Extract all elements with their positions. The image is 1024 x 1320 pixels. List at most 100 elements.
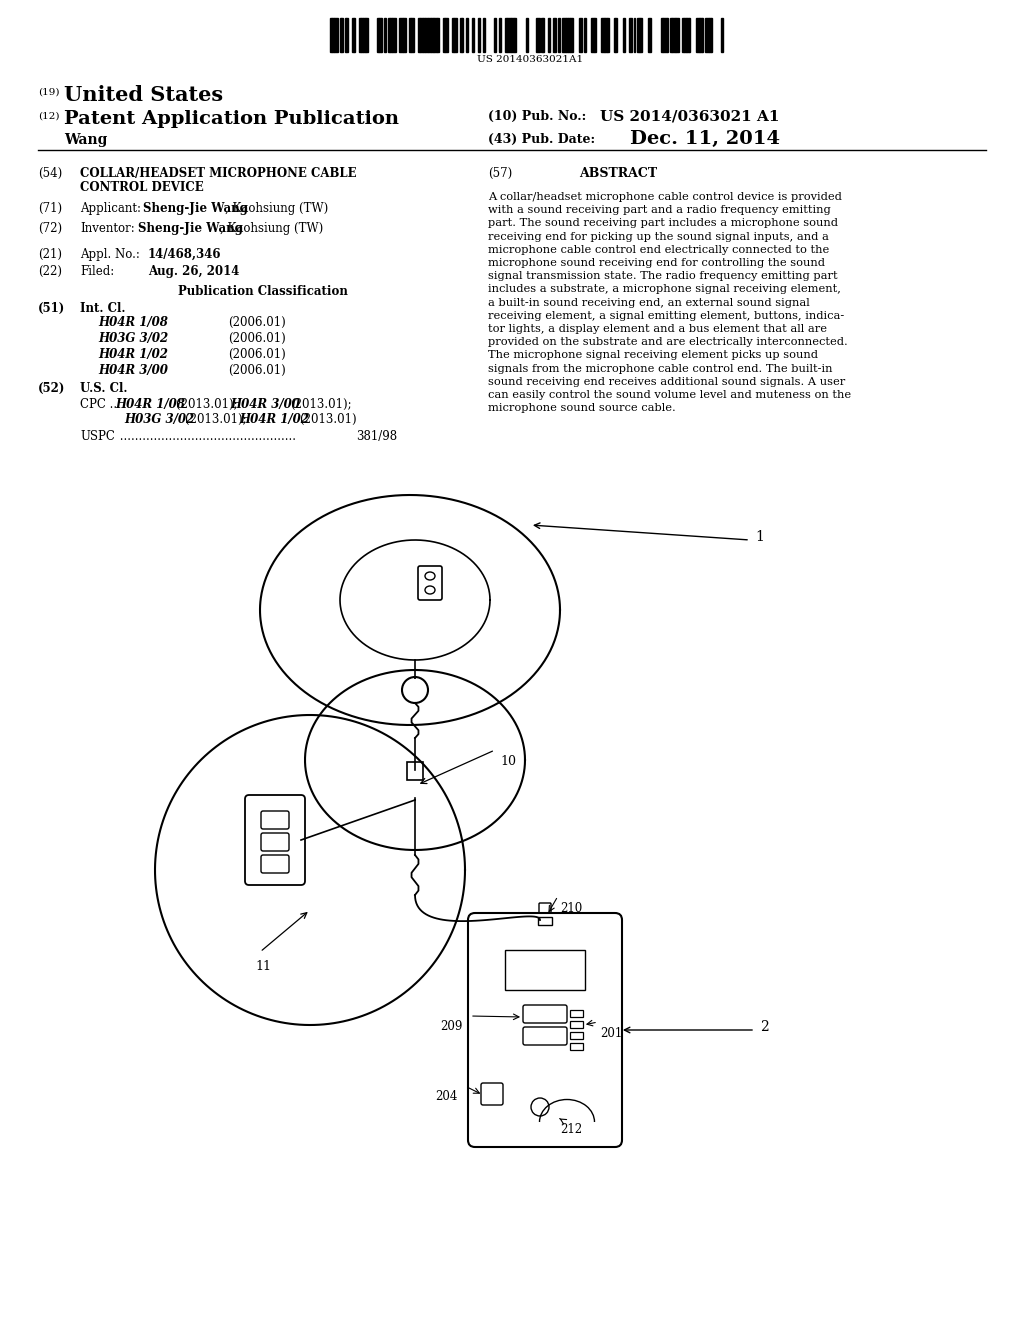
Text: Aug. 26, 2014: Aug. 26, 2014 [148, 265, 240, 279]
Text: H03G 3/02: H03G 3/02 [124, 413, 195, 426]
Bar [570, 1010, 583, 1016]
Text: CONTROL DEVICE: CONTROL DEVICE [80, 181, 204, 194]
Text: A collar/headset microphone cable control device is provided: A collar/headset microphone cable contro… [488, 191, 842, 202]
Bar [365, 18, 366, 51]
Text: signal transmission state. The radio frequency emitting part: signal transmission state. The radio fre… [488, 271, 838, 281]
Bar [505, 18, 507, 51]
Text: (2013.01);: (2013.01); [176, 399, 242, 411]
Text: H04R 1/08: H04R 1/08 [98, 315, 168, 329]
Bar [672, 18, 675, 51]
Bar [603, 18, 605, 51]
Text: H04R 3/00: H04R 3/00 [230, 399, 300, 411]
Bar [584, 18, 586, 51]
Bar [637, 18, 639, 51]
Bar [344, 18, 346, 51]
Bar [700, 18, 701, 51]
Text: a built-in sound receiving end, an external sound signal: a built-in sound receiving end, an exter… [488, 297, 810, 308]
Text: receiving element, a signal emitting element, buttons, indica-: receiving element, a signal emitting ele… [488, 310, 844, 321]
Bar [606, 18, 608, 51]
Bar [391, 18, 395, 51]
Bar [353, 18, 355, 51]
Bar [711, 18, 712, 51]
Bar [615, 18, 617, 51]
Bar [334, 18, 338, 51]
Text: H04R 3/00: H04R 3/00 [98, 364, 168, 378]
Bar [570, 1043, 583, 1049]
Text: United States: United States [63, 84, 223, 106]
Text: (2006.01): (2006.01) [228, 364, 286, 378]
Bar [379, 18, 381, 51]
Bar [389, 18, 391, 51]
Text: , Kaohsiung (TW): , Kaohsiung (TW) [220, 222, 324, 235]
Bar [662, 18, 663, 51]
Bar [629, 18, 632, 51]
Bar [366, 18, 368, 51]
Bar [330, 18, 332, 51]
Bar [591, 18, 594, 51]
Bar [420, 18, 423, 51]
Bar [377, 18, 379, 51]
Bar [361, 18, 362, 51]
Bar [634, 18, 635, 51]
Text: Dec. 11, 2014: Dec. 11, 2014 [630, 129, 780, 148]
Bar [341, 18, 343, 51]
Bar [443, 18, 445, 51]
Text: provided on the substrate and are electrically interconnected.: provided on the substrate and are electr… [488, 337, 848, 347]
Text: ...............................................: ........................................… [116, 430, 300, 444]
Bar [462, 18, 463, 51]
Bar [663, 18, 667, 51]
Text: (2006.01): (2006.01) [228, 348, 286, 360]
Text: with a sound receiving part and a radio frequency emitting: with a sound receiving part and a radio … [488, 205, 830, 215]
Bar [507, 18, 511, 51]
Bar [682, 18, 683, 51]
Text: 2: 2 [760, 1020, 769, 1034]
Bar [640, 18, 641, 51]
Bar [670, 18, 672, 51]
Bar [513, 18, 515, 51]
Text: can easily control the sound volume level and muteness on the: can easily control the sound volume leve… [488, 389, 851, 400]
Bar [482, 18, 484, 51]
Text: (51): (51) [38, 302, 66, 315]
Bar [445, 18, 449, 51]
Text: H03G 3/02: H03G 3/02 [98, 333, 168, 345]
Text: COLLAR/HEADSET MICROPHONE CABLE: COLLAR/HEADSET MICROPHONE CABLE [80, 168, 356, 180]
Text: includes a substrate, a microphone signal receiving element,: includes a substrate, a microphone signa… [488, 284, 841, 294]
Bar [698, 18, 700, 51]
Bar [511, 18, 513, 51]
Text: (2006.01): (2006.01) [228, 333, 286, 345]
Bar [454, 18, 457, 51]
Bar [411, 18, 414, 51]
Bar [541, 18, 543, 51]
Bar [600, 18, 603, 51]
Bar [407, 762, 423, 780]
Text: ABSTRACT: ABSTRACT [579, 168, 657, 180]
Bar [452, 18, 454, 51]
Text: 201: 201 [600, 1027, 623, 1040]
Text: part. The sound receiving part includes a microphone sound: part. The sound receiving part includes … [488, 218, 838, 228]
Bar [701, 18, 703, 51]
Bar [687, 18, 688, 51]
Bar [647, 18, 650, 51]
Bar [613, 18, 615, 51]
Text: (2013.01): (2013.01) [299, 413, 356, 426]
Text: 1: 1 [755, 531, 764, 544]
Text: (19): (19) [38, 88, 59, 96]
Bar [381, 18, 382, 51]
Text: U.S. Cl.: U.S. Cl. [80, 381, 128, 395]
Bar [477, 18, 479, 51]
Bar [460, 18, 462, 51]
Bar [409, 18, 411, 51]
Text: (72): (72) [38, 222, 62, 235]
Bar [472, 18, 473, 51]
Bar [538, 917, 552, 925]
Bar [399, 18, 403, 51]
Text: US 20140363021A1: US 20140363021A1 [477, 55, 583, 63]
Bar [667, 18, 668, 51]
Bar [594, 18, 596, 51]
Text: US 2014/0363021 A1: US 2014/0363021 A1 [600, 110, 779, 123]
Bar [494, 18, 496, 51]
Text: 381/98: 381/98 [356, 430, 397, 444]
Text: 204: 204 [435, 1090, 458, 1104]
Text: microphone cable control end electrically connected to the: microphone cable control end electricall… [488, 244, 829, 255]
Text: Patent Application Publication: Patent Application Publication [63, 110, 399, 128]
